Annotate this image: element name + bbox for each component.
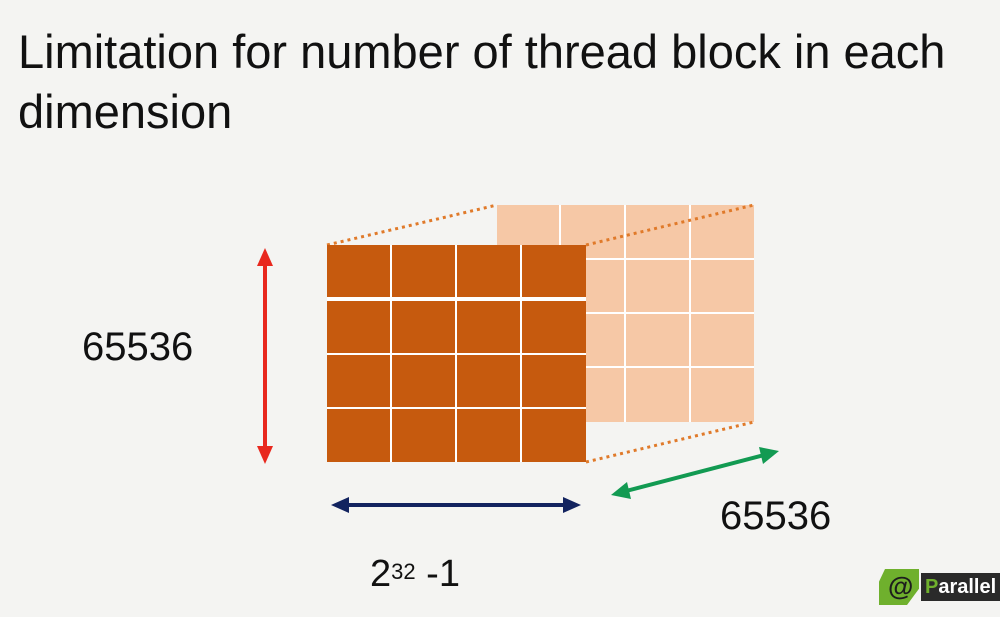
logo-rest: arallel bbox=[938, 576, 997, 598]
width-limit-exponent: 32 bbox=[391, 559, 416, 584]
width-arrow bbox=[331, 497, 581, 513]
depth-arrow bbox=[611, 447, 779, 499]
depth-limit-label: 65536 bbox=[720, 494, 832, 538]
slide-title: Limitation for number of thread block in… bbox=[18, 25, 946, 138]
front-face-grid bbox=[327, 245, 586, 462]
width-limit-label: 232 -1 bbox=[370, 552, 460, 596]
parallel-logo-icon bbox=[879, 569, 919, 605]
width-limit-base: 2 bbox=[370, 553, 392, 595]
logo-first-letter: P bbox=[925, 576, 939, 598]
height-limit-label: 65536 bbox=[82, 325, 194, 369]
parallel-logo-text: Parallel bbox=[921, 573, 1000, 601]
parallel-logo: Parallel bbox=[879, 569, 1000, 605]
height-arrow bbox=[257, 248, 273, 464]
dotted-edges bbox=[326, 203, 755, 464]
width-limit-suffix: -1 bbox=[415, 553, 460, 595]
